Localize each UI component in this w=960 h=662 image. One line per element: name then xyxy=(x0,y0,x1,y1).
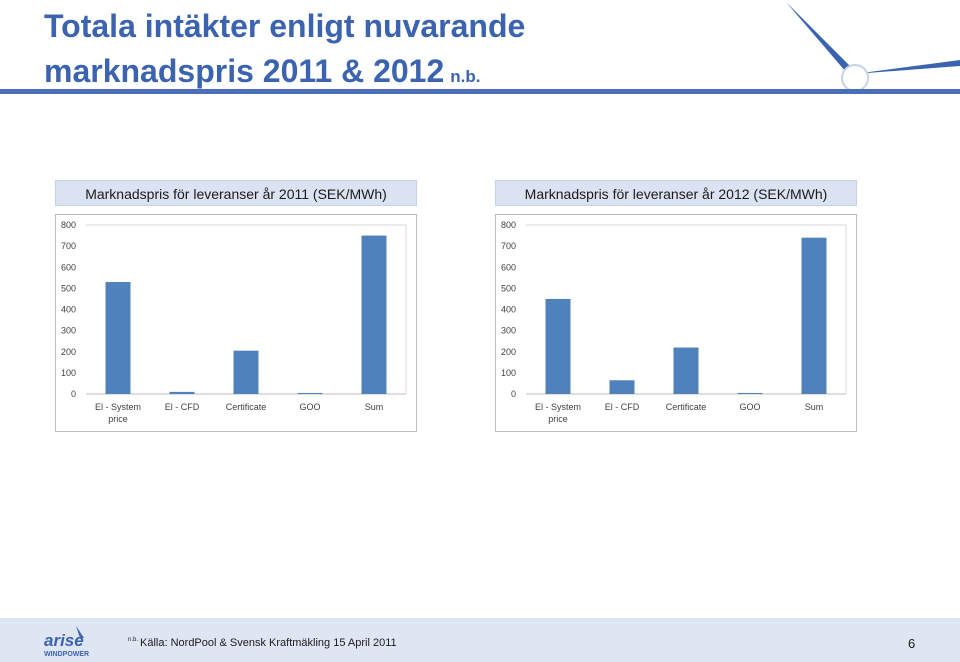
bar-1 xyxy=(105,282,131,394)
bar-chart-2012-plot: 0 100 200 300 400 500 600 700 800 El - System pric… xyxy=(501,220,847,424)
page-number: 6 xyxy=(908,636,916,651)
footer-bar: arise WINDPOWER xyxy=(0,618,960,662)
x-tick-label: El - CFD xyxy=(605,402,640,412)
y-tick-label: 300 xyxy=(501,326,516,336)
x-tick-label: Sum xyxy=(805,402,824,412)
y-tick-label: 0 xyxy=(71,389,76,399)
bar-5 xyxy=(361,235,387,394)
bar-1 xyxy=(545,298,571,394)
y-tick-label: 200 xyxy=(501,347,516,357)
y-tick-label: 200 xyxy=(61,347,76,357)
bar-3 xyxy=(233,350,259,394)
x-tick-label: Certificate xyxy=(666,402,707,412)
x-tick-label: Certificate xyxy=(226,402,267,412)
logo-wordmark: arise xyxy=(44,631,84,650)
x-tick-label: price xyxy=(548,414,568,424)
bar-4 xyxy=(737,392,763,394)
chart-title-2011: Marknadspris för leveranser år 2011 (SEK… xyxy=(55,180,417,206)
bar-3 xyxy=(673,347,699,394)
source-note: n.b. Källa: NordPool & Svensk Kraftmäklin… xyxy=(128,637,397,649)
y-tick-label: 400 xyxy=(61,305,76,315)
title-suffix: n.b. xyxy=(450,67,481,86)
y-tick-label: 800 xyxy=(61,220,76,230)
windmill-logo-icon xyxy=(786,2,960,92)
x-tick-label: price xyxy=(108,414,128,424)
bar-4 xyxy=(297,392,323,394)
chart-2012: 0 100 200 300 400 500 600 700 800 El - System pric… xyxy=(495,214,857,432)
bar-chart-2011-plot: 0 100 200 300 400 500 600 700 800 El - System pric… xyxy=(61,220,407,424)
x-tick-label: Sum xyxy=(365,402,384,412)
y-tick-label: 100 xyxy=(501,368,516,378)
bar-2 xyxy=(609,380,635,394)
bar-2 xyxy=(169,391,195,394)
x-tick-label: GOO xyxy=(299,402,320,412)
y-tick-label: 800 xyxy=(501,220,516,230)
slide-title: Totala intäkter enligt nuvarande marknad… xyxy=(44,4,525,99)
y-tick-label: 100 xyxy=(61,368,76,378)
x-tick-label: GOO xyxy=(739,402,760,412)
header-rule xyxy=(0,89,960,94)
x-tick-label: El - CFD xyxy=(165,402,200,412)
y-tick-label: 500 xyxy=(501,283,516,293)
bar-5 xyxy=(801,237,827,394)
chart-title-2012: Marknadspris för leveranser år 2012 (SEK… xyxy=(495,180,857,206)
x-tick-label: El - System xyxy=(95,402,141,412)
x-tick-label: El - System xyxy=(535,402,581,412)
title-line-1: Totala intäkter enligt nuvarande xyxy=(44,8,526,44)
logo-subtext: WINDPOWER xyxy=(44,651,89,658)
arise-windpower-logo-icon: arise WINDPOWER xyxy=(44,626,89,658)
chart-2011: 0 100 200 300 400 500 600 700 800 El - System pric… xyxy=(55,214,417,432)
y-tick-label: 0 xyxy=(511,389,516,399)
y-tick-label: 600 xyxy=(501,262,516,272)
y-tick-label: 300 xyxy=(61,326,76,336)
title-line-2: marknadspris 2011 & 2012 xyxy=(44,53,445,89)
source-prefix: n.b. xyxy=(128,637,139,643)
y-tick-label: 400 xyxy=(501,305,516,315)
source-text: Källa: NordPool & Svensk Kraftmäkling 15… xyxy=(140,637,397,649)
y-tick-label: 500 xyxy=(61,283,76,293)
y-tick-label: 700 xyxy=(501,241,516,251)
y-tick-label: 700 xyxy=(61,241,76,251)
y-tick-label: 600 xyxy=(61,262,76,272)
